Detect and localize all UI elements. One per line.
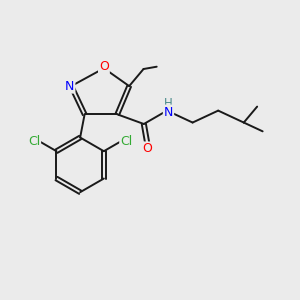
Text: O: O [142, 142, 152, 155]
Text: H: H [164, 97, 173, 110]
Text: Cl: Cl [28, 136, 40, 148]
Text: O: O [99, 60, 109, 73]
Text: Cl: Cl [120, 136, 133, 148]
Text: N: N [164, 106, 173, 118]
Text: N: N [65, 80, 74, 93]
